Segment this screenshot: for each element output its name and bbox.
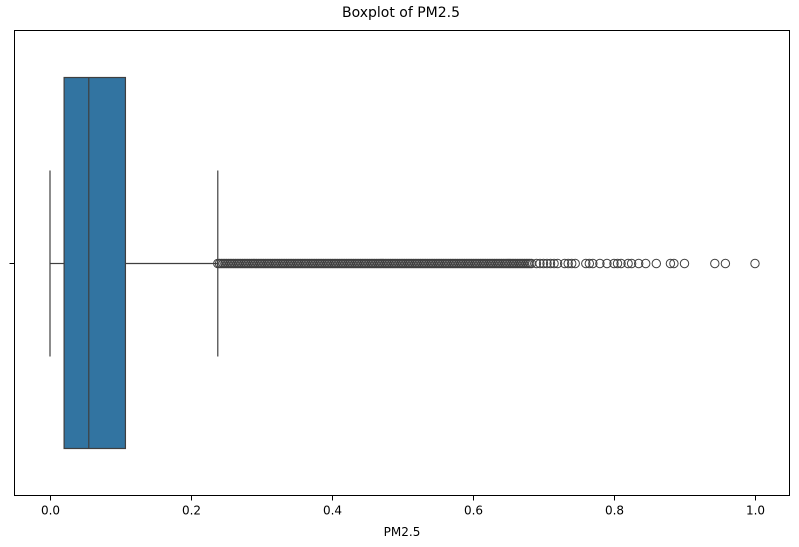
outlier-point xyxy=(563,258,573,269)
outlier-point xyxy=(679,258,690,269)
outlier-point xyxy=(581,258,591,269)
outlier-point xyxy=(602,258,612,269)
outlier-point xyxy=(710,258,720,269)
outlier-point xyxy=(595,258,605,269)
outlier-point xyxy=(567,258,577,269)
outlier-point xyxy=(549,258,559,269)
outlier-point xyxy=(588,258,598,269)
outlier-point xyxy=(570,258,580,269)
x-tick-label: 0.8 xyxy=(605,504,624,518)
x-tick-label: 0.0 xyxy=(41,504,60,518)
outlier-point xyxy=(665,258,676,269)
outlier-point xyxy=(612,258,623,269)
outlier-point xyxy=(545,258,556,269)
outlier-point xyxy=(535,258,545,269)
box-group xyxy=(63,76,127,450)
outlier-point xyxy=(616,258,626,269)
outlier-point xyxy=(641,258,651,269)
iqr-box xyxy=(63,76,127,450)
outlier-point xyxy=(669,258,679,269)
outlier-point xyxy=(538,258,549,269)
outlier-point xyxy=(531,258,542,269)
x-tick-label: 0.2 xyxy=(182,504,201,518)
outlier-point xyxy=(626,258,637,269)
outlier-point xyxy=(542,258,552,269)
outlier-point xyxy=(609,258,619,269)
outlier-point xyxy=(623,258,633,269)
outlier-point xyxy=(720,258,731,269)
outliers xyxy=(213,258,760,269)
outlier-point xyxy=(750,258,760,269)
outlier-point xyxy=(584,258,595,269)
x-tick-label: 1.0 xyxy=(746,504,765,518)
outlier-point xyxy=(651,258,661,269)
outlier-point xyxy=(633,258,644,269)
x-tick-label: 0.4 xyxy=(323,504,342,518)
outlier-point xyxy=(559,258,570,269)
outlier-point xyxy=(552,258,563,269)
x-tick-label: 0.6 xyxy=(464,504,483,518)
x-axis-label: PM2.5 xyxy=(384,525,421,539)
whiskers xyxy=(49,170,219,357)
x-axis: 0.0 0.2 0.4 0.6 0.8 1.0 xyxy=(41,495,765,518)
chart-title: Boxplot of PM2.5 xyxy=(342,5,460,21)
